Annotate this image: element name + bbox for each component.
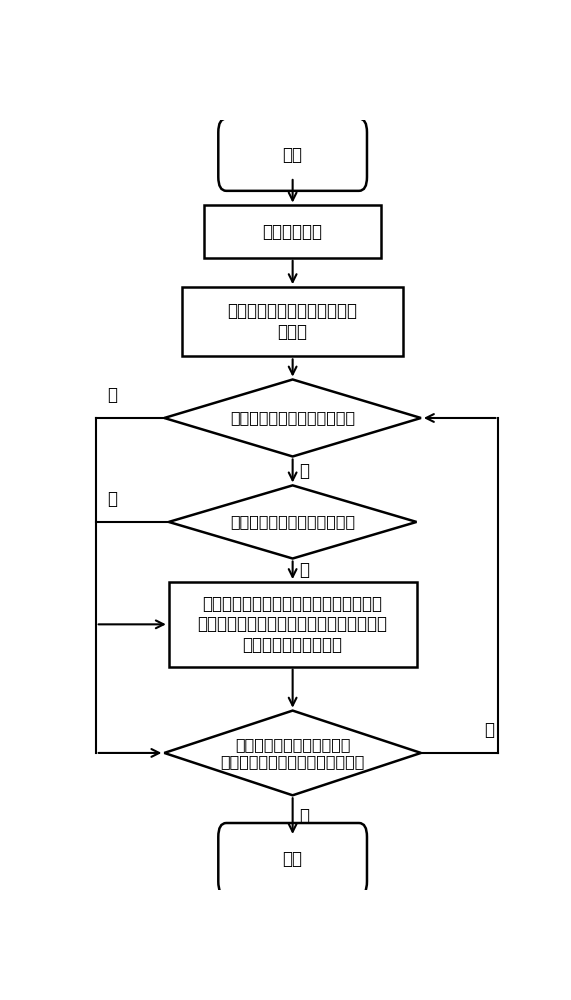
- Text: 否: 否: [299, 561, 309, 579]
- FancyBboxPatch shape: [218, 823, 367, 895]
- Text: 遍历出邻接矩阵表中与上述节点相连的道
路，作为该节点的子节点，并将其父节点的
路径长度加到子节点中: 遍历出邻接矩阵表中与上述节点相连的道 路，作为该节点的子节点，并将其父节点的 路…: [198, 595, 388, 654]
- Text: 是: 是: [107, 490, 117, 508]
- Text: 将与村庄相连的道路作为村庄
子节点: 将与村庄相连的道路作为村庄 子节点: [228, 302, 357, 341]
- Bar: [204, 205, 381, 258]
- Polygon shape: [169, 485, 416, 559]
- Polygon shape: [164, 379, 421, 456]
- Text: 所有叶子节点是否均在终点
路径表中或者总长度超过给定值？: 所有叶子节点是否均在终点 路径表中或者总长度超过给定值？: [220, 737, 365, 769]
- Bar: [182, 287, 403, 356]
- Text: 选取起始村庄: 选取起始村庄: [263, 223, 323, 241]
- FancyBboxPatch shape: [218, 118, 367, 191]
- Text: 是: 是: [299, 807, 309, 825]
- Bar: [169, 582, 416, 667]
- Text: 路径总长度是否超过给定值？: 路径总长度是否超过给定值？: [230, 514, 355, 529]
- Polygon shape: [164, 711, 421, 795]
- Text: 否: 否: [299, 462, 309, 480]
- Text: 该节点是否在终点路径表中？: 该节点是否在终点路径表中？: [230, 410, 355, 425]
- Text: 结束: 结束: [283, 850, 303, 868]
- Text: 是: 是: [107, 386, 117, 404]
- Text: 否: 否: [484, 721, 494, 739]
- Text: 开始: 开始: [283, 146, 303, 164]
